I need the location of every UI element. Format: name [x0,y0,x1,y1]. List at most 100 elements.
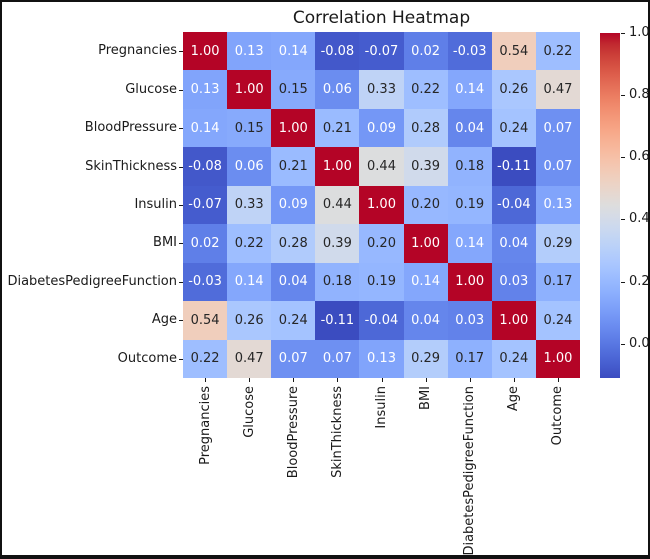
heatmap-cell: -0.08 [183,147,228,186]
y-axis-label: BloodPressure [84,120,177,136]
heatmap-cell: 1.00 [271,108,316,148]
heatmap-cell: 0.09 [359,108,404,148]
heatmap-cell: 0.04 [491,224,536,263]
y-axis-label: Outcome [117,350,177,366]
y-axis-label: DiabetesPedigreeFunction [7,273,177,289]
heatmap-cell: 0.24 [491,339,536,378]
colorbar-tick-label: 1.0 [629,25,650,40]
heatmap-cell: 0.21 [315,108,360,148]
heatmap-cell: 0.19 [359,262,404,302]
y-axis-label: BMI [153,235,177,251]
heatmap-cell: 1.00 [403,224,448,263]
x-axis-tick [558,378,559,382]
heatmap-cell: 0.04 [271,262,316,302]
colorbar-tick-label: 0.6 [629,149,650,164]
heatmap-cell: 1.00 [183,32,228,71]
x-axis-tick [205,378,206,382]
x-axis-tick [426,378,427,382]
y-axis-tick [179,51,183,52]
heatmap-cell: 0.14 [447,70,492,109]
y-axis-tick [179,90,183,91]
colorbar-tick-label: 0.0 [629,336,650,351]
heatmap-cell: 0.13 [535,185,580,225]
heatmap-cell: 0.02 [183,224,228,263]
heatmap-cell: 0.22 [535,32,580,71]
heatmap-cell: 0.14 [227,262,272,302]
x-axis-label: Outcome [550,386,566,446]
y-axis-tick [179,205,183,206]
heatmap-cell: -0.04 [359,301,404,340]
y-axis-label: Age [151,312,177,328]
heatmap-cell: -0.11 [315,301,360,340]
heatmap-cell: 0.26 [491,70,536,109]
heatmap-cell: 0.22 [227,224,272,263]
heatmap-cell: 0.21 [271,147,316,186]
x-axis-tick [382,378,383,382]
heatmap-cell: -0.08 [315,32,360,71]
heatmap-cell: 0.13 [227,32,272,71]
heatmap-cell: 0.13 [359,339,404,378]
x-axis-label: Insulin [374,386,389,429]
x-axis-label: DiabetesPedigreeFunction [462,386,478,556]
heatmap-cell: -0.03 [447,32,492,71]
heatmap-cell: 0.04 [447,108,492,148]
heatmap-cell: -0.04 [491,185,536,225]
heatmap-cell: -0.07 [359,32,404,71]
y-axis-tick [179,282,183,283]
heatmap-cell: 0.33 [227,185,272,225]
heatmap-cell: -0.11 [491,147,536,186]
x-axis-label: Glucose [241,386,257,438]
x-axis-label: Age [506,386,522,412]
heatmap-cell: 0.07 [535,108,580,148]
heatmap-cell: 0.44 [359,147,404,186]
heatmap-cell: 0.33 [359,70,404,109]
heatmap-cell: 0.22 [183,339,228,378]
heatmap-cell: 0.24 [535,301,580,340]
colorbar-tick-label: 0.2 [629,274,650,289]
heatmap-cell: 0.28 [403,108,448,148]
heatmap-cell: 0.28 [271,224,316,263]
colorbar-tick-label: 0.4 [629,211,650,226]
heatmap-cell: 0.15 [227,108,272,148]
x-axis-tick [470,378,471,382]
x-axis-label: SkinThickness [329,386,345,478]
x-axis-tick [337,378,338,382]
heatmap-cell: 0.22 [403,70,448,109]
colorbar-tick [621,344,625,345]
heatmap-cell: 0.14 [403,262,448,302]
colorbar-tick [621,157,625,158]
heatmap-cell: 0.02 [403,32,448,71]
heatmap-cell: 0.39 [403,147,448,186]
colorbar [600,33,620,378]
colorbar-tick-label: 0.8 [629,87,650,102]
x-axis-label: BloodPressure [285,386,301,479]
y-axis-tick [179,167,183,168]
colorbar-tick [621,95,625,96]
heatmap-cell: 0.19 [447,185,492,225]
heatmap-cell: 0.47 [227,339,272,378]
heatmap-cell: 0.39 [315,224,360,263]
heatmap-cell: 1.00 [315,147,360,186]
x-axis-tick [293,378,294,382]
heatmap-cell: 0.14 [271,32,316,71]
colorbar-tick [621,219,625,220]
heatmap-cell: 0.17 [535,262,580,302]
y-axis-label: Pregnancies [98,43,177,59]
heatmap-cell: 0.15 [271,70,316,109]
heatmap-cell: 0.03 [491,262,536,302]
heatmap-cell: 0.07 [271,339,316,378]
heatmap-cell: 0.44 [315,185,360,225]
heatmap-cell: -0.03 [183,262,228,302]
heatmap-cell: 0.14 [447,224,492,263]
y-axis-label: Insulin [134,197,177,212]
heatmap-cell: 0.06 [227,147,272,186]
heatmap-cell: 0.04 [403,301,448,340]
heatmap-cell: 0.14 [183,108,228,148]
heatmap-cell: 1.00 [359,185,404,225]
heatmap-cell: 0.24 [271,301,316,340]
heatmap-cell: 0.18 [447,147,492,186]
y-axis-label: SkinThickness [85,158,177,174]
chart-title: Correlation Heatmap [292,8,471,28]
heatmap-cell: 0.20 [403,185,448,225]
